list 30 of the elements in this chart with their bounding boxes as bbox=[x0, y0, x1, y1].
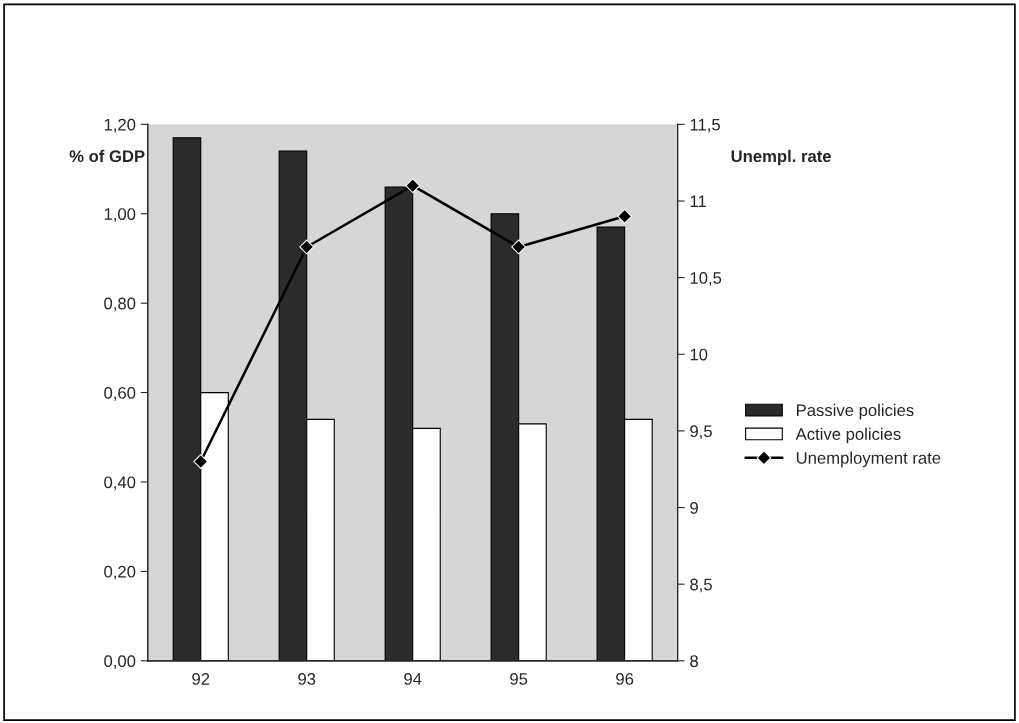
y2-tick-label: 9,5 bbox=[690, 425, 712, 440]
point bbox=[617, 208, 633, 224]
y2-tick-label: 10 bbox=[690, 348, 708, 361]
y-tick-label: 0,20 bbox=[104, 565, 136, 580]
x-tick-label: 96 bbox=[616, 673, 634, 685]
y2-tick-label: 8,5 bbox=[690, 578, 712, 593]
y2-tick-label: 11,5 bbox=[690, 118, 720, 133]
y-tick-label: 1,20 bbox=[104, 118, 136, 133]
y-tick-label: 0,00 bbox=[104, 655, 136, 669]
y2-tick-label: 11 bbox=[690, 195, 706, 208]
y-tick-label: 1,00 bbox=[104, 208, 136, 222]
y-axis-title: % of GDP bbox=[69, 149, 145, 163]
y-tick-label: 0,60 bbox=[104, 386, 136, 401]
point bbox=[193, 454, 209, 469]
x-tick-label: 94 bbox=[404, 673, 422, 685]
point bbox=[511, 239, 527, 255]
y-tick-label: 0,40 bbox=[104, 476, 136, 491]
point bbox=[299, 239, 315, 255]
legend-label: Passive policies bbox=[796, 403, 914, 420]
y-tick-label: 0,80 bbox=[104, 297, 136, 312]
x-tick-label: 93 bbox=[298, 673, 316, 685]
y2-tick-label: 10,5 bbox=[690, 272, 722, 286]
legend-label: Unemployment rate bbox=[796, 451, 941, 468]
legend-label: Active policies bbox=[795, 427, 901, 444]
y2-tick-label: 8 bbox=[690, 655, 698, 668]
point bbox=[405, 178, 421, 194]
y2-tick-label: 9 bbox=[690, 501, 698, 514]
x-tick-label: 95 bbox=[510, 673, 528, 685]
y2-axis-title: Unempl. rate bbox=[731, 149, 832, 166]
x-tick-label: 92 bbox=[192, 673, 210, 685]
